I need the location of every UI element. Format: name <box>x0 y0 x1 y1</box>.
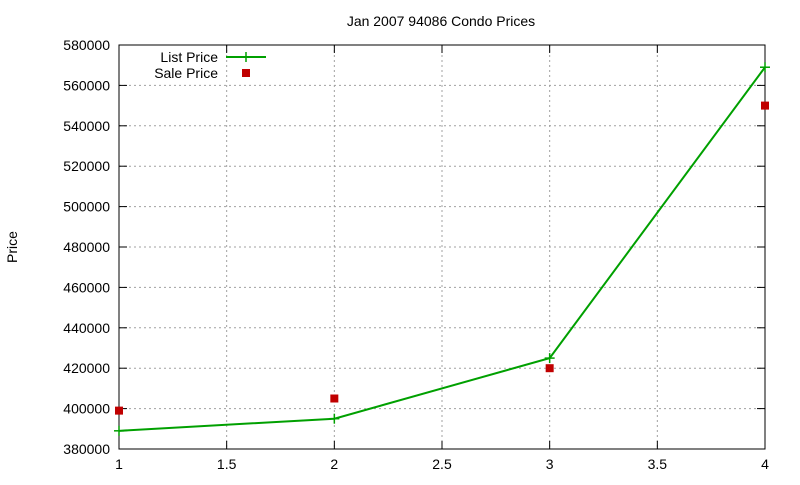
chart-title: Jan 2007 94086 Condo Prices <box>347 13 535 29</box>
y-tick-label: 500000 <box>63 199 110 215</box>
data-point <box>545 364 554 373</box>
y-tick-label: 540000 <box>63 118 110 134</box>
series-line <box>118 66 766 432</box>
data-point <box>330 394 339 403</box>
legend-marker <box>242 69 250 77</box>
x-tick-label: 1 <box>115 456 123 472</box>
data-point <box>544 353 555 364</box>
y-tick-label: 420000 <box>63 360 110 376</box>
axis-ticks: 380000 400000 420000 440000 460000 480000 5000… <box>63 37 769 472</box>
x-tick-label: 3 <box>546 456 554 472</box>
x-tick-label: 2 <box>330 456 338 472</box>
y-tick-label: 440000 <box>63 320 110 336</box>
x-tick-label: 2.5 <box>432 456 452 472</box>
data-point <box>114 425 124 436</box>
y-tick-label: 400000 <box>63 401 110 417</box>
y-tick-label: 460000 <box>63 279 110 295</box>
x-tick-label: 1.5 <box>217 456 237 472</box>
y-tick-label: 560000 <box>63 77 110 93</box>
series-sale-price <box>115 101 769 415</box>
series-list-price <box>114 62 770 436</box>
grid-lines <box>119 45 765 449</box>
data-point <box>329 413 340 424</box>
y-tick-label: 380000 <box>63 441 110 457</box>
data-point <box>760 62 770 73</box>
legend-label: List Price <box>160 49 218 65</box>
y-tick-label: 520000 <box>63 158 110 174</box>
data-point <box>761 101 769 110</box>
legend-marker <box>241 52 251 62</box>
y-tick-label: 580000 <box>63 37 110 53</box>
y-axis-label: Price <box>4 231 20 263</box>
x-tick-label: 3.5 <box>648 456 668 472</box>
y-tick-label: 480000 <box>63 239 110 255</box>
x-tick-label: 4 <box>761 456 769 472</box>
legend-label: Sale Price <box>154 65 218 81</box>
data-point <box>115 406 123 415</box>
data-series <box>114 62 770 436</box>
